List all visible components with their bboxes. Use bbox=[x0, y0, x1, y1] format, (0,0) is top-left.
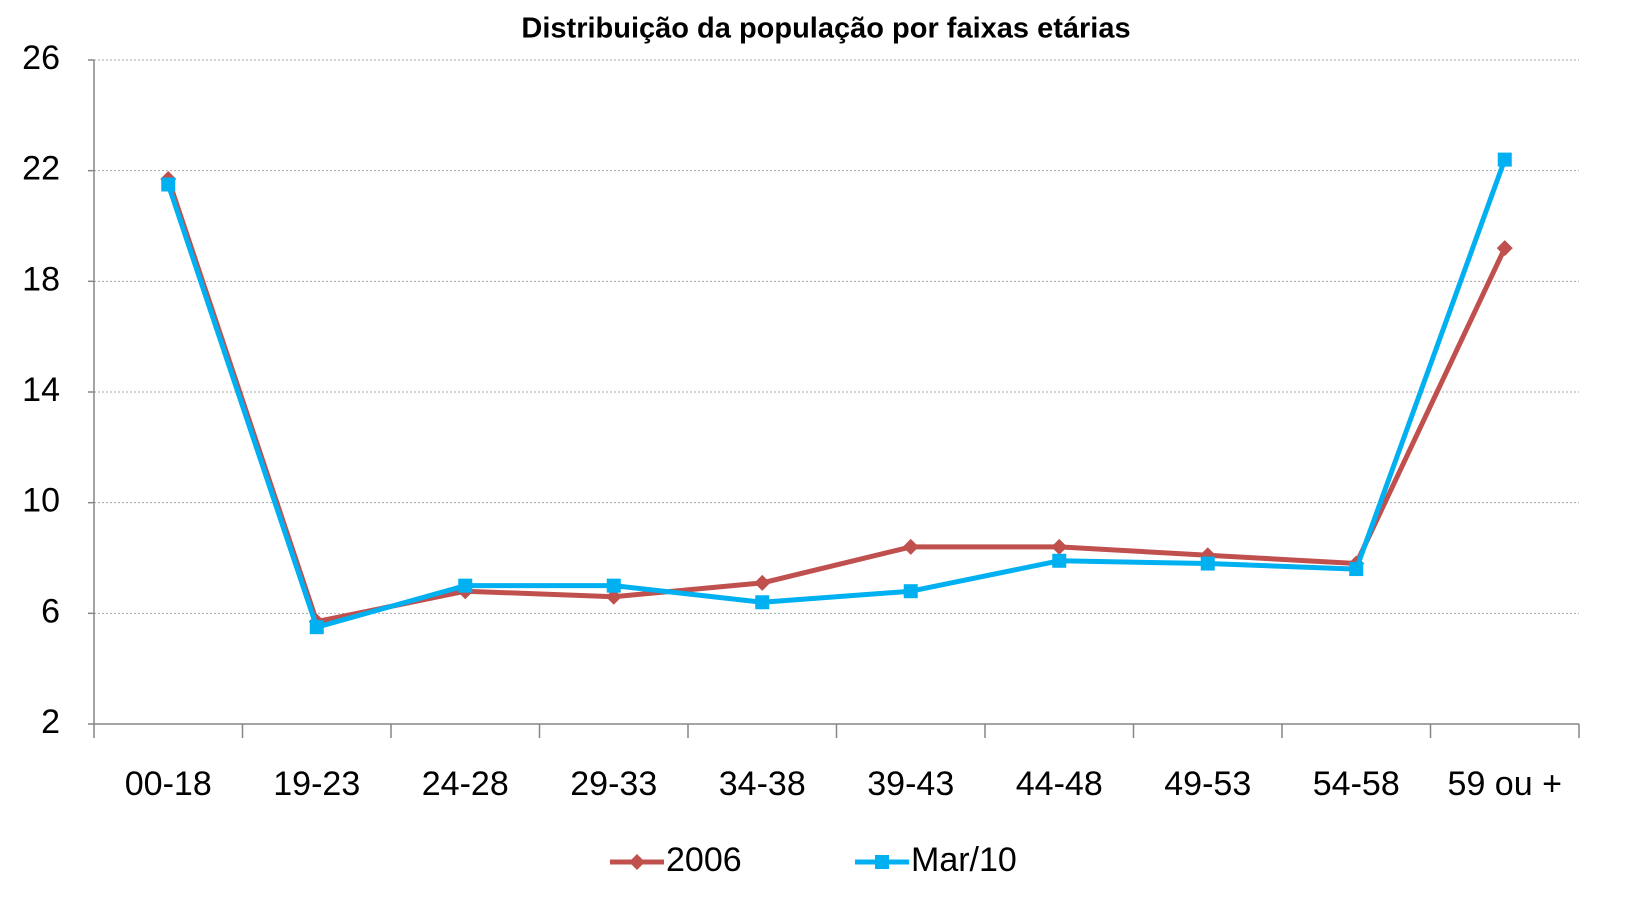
legend-marker bbox=[629, 854, 645, 870]
x-tick-label: 54-58 bbox=[1313, 765, 1400, 803]
y-tick-label: 2 bbox=[41, 703, 60, 741]
point bbox=[1497, 152, 1512, 167]
y-tick-label: 26 bbox=[22, 39, 60, 77]
point bbox=[605, 588, 622, 605]
legend-label: 2006 bbox=[666, 841, 742, 879]
x-tick-label: 44-48 bbox=[1016, 765, 1103, 803]
point bbox=[902, 538, 919, 555]
y-tick-label: 14 bbox=[22, 371, 60, 409]
legend-marker bbox=[875, 855, 889, 869]
x-tick-label: 34-38 bbox=[719, 765, 806, 803]
point bbox=[1200, 556, 1215, 571]
y-tick-label: 6 bbox=[41, 592, 60, 630]
point bbox=[903, 584, 918, 599]
point bbox=[1051, 538, 1068, 555]
point bbox=[754, 574, 771, 591]
point bbox=[1349, 562, 1364, 577]
chart-title: Distribuição da população por faixas etá… bbox=[521, 13, 1130, 45]
point bbox=[458, 578, 473, 593]
y-tick-label: 22 bbox=[22, 150, 60, 188]
x-tick-label: 59 ou + bbox=[1448, 765, 1562, 803]
point bbox=[755, 595, 770, 610]
y-tick-label: 10 bbox=[22, 482, 60, 520]
legend-label: Mar/10 bbox=[911, 841, 1017, 879]
series-line bbox=[165, 158, 1508, 630]
point bbox=[1052, 553, 1067, 568]
point bbox=[606, 578, 621, 593]
x-tick-label: 00-18 bbox=[125, 765, 212, 803]
x-tick-label: 49-53 bbox=[1164, 765, 1251, 803]
point bbox=[1496, 240, 1513, 257]
point bbox=[161, 177, 176, 192]
x-tick-label: 29-33 bbox=[570, 765, 657, 803]
x-tick-label: 19-23 bbox=[273, 765, 360, 803]
x-tick-label: 24-28 bbox=[422, 765, 509, 803]
series-line bbox=[165, 178, 1508, 625]
point bbox=[309, 620, 324, 635]
y-tick-label: 18 bbox=[22, 260, 60, 298]
x-tick-label: 39-43 bbox=[867, 765, 954, 803]
